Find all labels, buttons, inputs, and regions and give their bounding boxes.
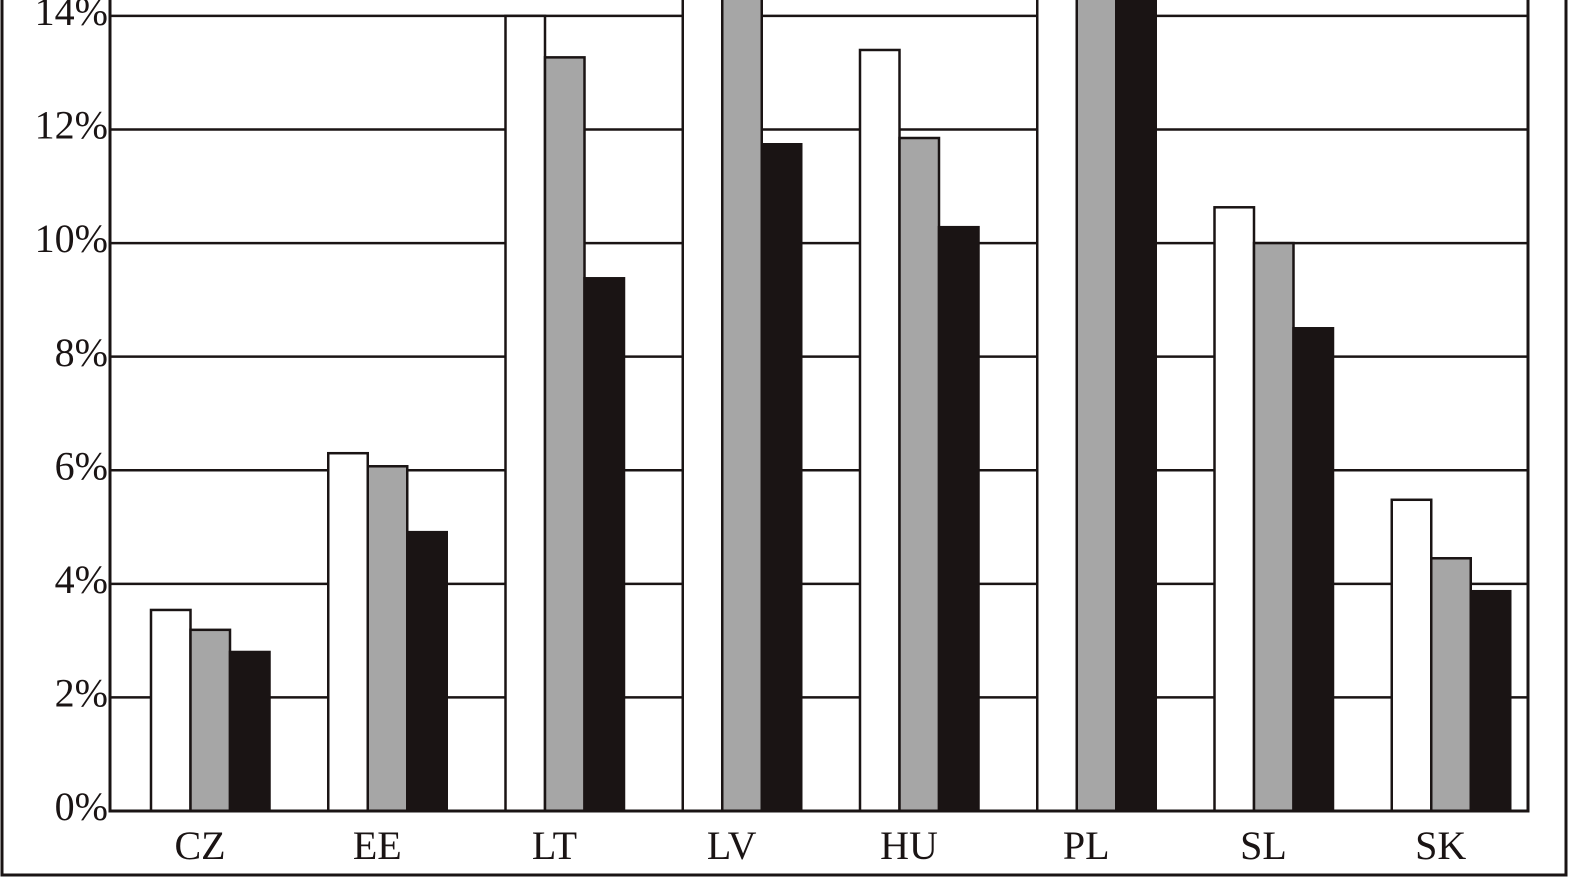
x-tick-label: SK [1415,823,1466,868]
bar [681,0,724,811]
x-tick-label: SL [1240,823,1287,868]
bar [583,277,626,811]
x-tick-label: CZ [174,823,225,868]
bar [1252,241,1295,811]
bar [1469,589,1512,811]
bar [898,136,941,811]
bar [721,0,763,811]
y-tick-label: 2% [55,671,108,716]
bar [327,451,369,811]
bar [1036,0,1078,811]
y-tick-label: 14% [35,0,108,34]
y-tick-label: 0% [55,784,108,829]
y-tick-label: 12% [35,103,108,148]
y-tick-label: 10% [35,216,108,261]
x-tick-label: EE [353,823,402,868]
bar [760,143,803,811]
x-tick-label: LT [532,823,577,868]
bar [1075,0,1118,811]
bar [1292,327,1335,811]
bar [189,628,232,811]
plot-frame [108,0,1530,813]
bar [543,56,586,811]
bar [937,225,980,811]
bar [1390,498,1433,811]
x-tick-label: PL [1063,823,1110,868]
y-tick-label: 8% [55,330,108,375]
bar [228,650,271,811]
bar [1115,0,1157,811]
y-tick-label: 6% [55,443,108,488]
bar [858,48,901,811]
bar [149,608,192,811]
bar [366,465,409,811]
bar [406,530,448,811]
bars [149,0,1512,811]
bar [504,14,547,811]
x-tick-label: HU [880,823,938,868]
bar [1430,557,1472,811]
labels: 0% 2% 4% 6% 8% 10% 12% 14% CZ EE LT LV HU PL SL SK [35,0,1530,868]
y-tick-label: 4% [55,557,108,602]
bar [1213,206,1256,811]
x-tick-label: LV [707,823,757,868]
